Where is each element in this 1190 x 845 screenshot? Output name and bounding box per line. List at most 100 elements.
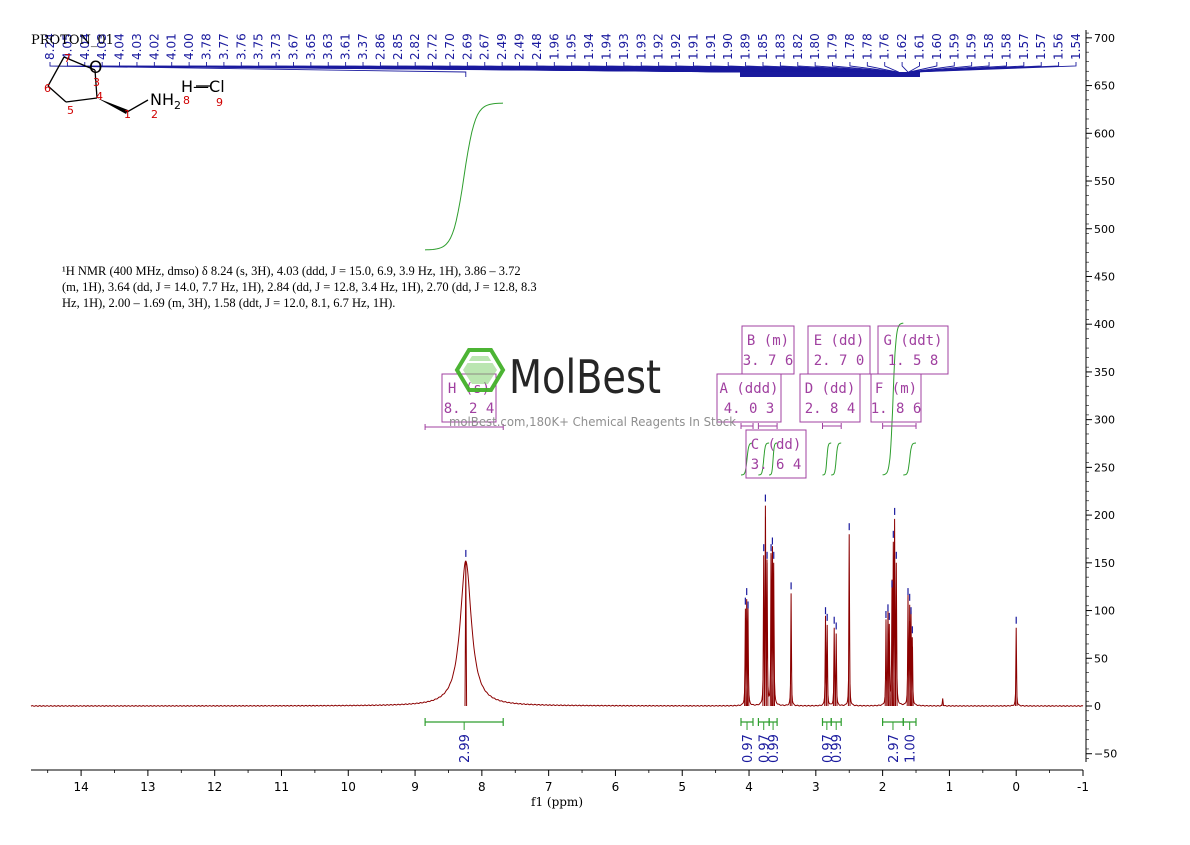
peak-label: 3.37 (356, 33, 370, 60)
peak-label: 1.92 (652, 33, 666, 60)
x-tick-label: 11 (274, 780, 289, 794)
y-tick-label: 250 (1094, 461, 1115, 474)
integral-curve-5 (831, 442, 842, 476)
peak-label: 1.59 (965, 33, 979, 60)
watermark: MolBest molBest.com,180K+ Chemical Reage… (449, 348, 736, 429)
multiplet-label: D (dd) (805, 381, 856, 397)
multiplet-label: A (ddd) (719, 381, 778, 397)
multiplet-label: C (dd) (751, 437, 802, 453)
peak-label: 3.75 (252, 33, 266, 60)
integral-value: 2.97 (887, 734, 902, 763)
integral-markers: 2.99 0.97 0.970.99 0.970.99 2.97 1.00 (424, 718, 919, 763)
amine-group: NH (150, 90, 174, 109)
integral-curve-3 (769, 442, 778, 476)
multiplet-bracket-2 (757, 423, 778, 429)
x-tick-label: 2 (879, 780, 887, 794)
integral-curve-2 (758, 442, 770, 476)
atom-label-7: 7 (64, 52, 71, 65)
peak-label: 1.61 (912, 33, 926, 60)
x-tick-label: -1 (1077, 780, 1089, 794)
peak-label: 4.02 (147, 33, 161, 60)
peak-label: 2.67 (478, 33, 492, 60)
multiplet-shift: 3. 6 4 (751, 457, 802, 473)
y-tick-label: 0 (1094, 700, 1101, 713)
x-axis-label: f1 (ppm) (531, 795, 583, 809)
multiplet-label: G (ddt) (883, 333, 942, 349)
integral-curve-6 (882, 322, 904, 476)
integral-curve-4 (822, 442, 832, 476)
peak-label: 1.80 (808, 33, 822, 60)
x-tick-label: 0 (1012, 780, 1020, 794)
peak-label: 1.85 (756, 33, 770, 60)
peak-label: 2.48 (530, 33, 544, 60)
peak-label: 3.65 (304, 33, 318, 60)
integral-6: 2.97 (882, 718, 904, 763)
peak-label: 3.73 (269, 33, 283, 60)
multiplet-bracket-0 (424, 424, 504, 430)
y-tick-label: 350 (1094, 366, 1115, 379)
peak-label: 2.82 (408, 33, 422, 60)
atom-label-5: 5 (67, 104, 74, 117)
x-axis: 14 13 12 11 10 9 8 7 6 5 4 3 2 1 0 -1f1 (ppm) (47, 770, 1089, 809)
peak-label: 4.04 (113, 33, 127, 60)
watermark-brand: MolBest (509, 350, 661, 404)
multiplet-shift: 2. 8 4 (805, 401, 856, 417)
multiplet-bracket-4 (882, 423, 917, 429)
atom-label-4: 4 (96, 90, 103, 103)
x-tick-label: 6 (612, 780, 620, 794)
peak-markers (465, 494, 1017, 634)
y-tick-label: −50 (1094, 748, 1117, 761)
atom-label-3: 3 (93, 76, 100, 89)
y-tick-label: 100 (1094, 605, 1115, 618)
peak-label: 2.49 (513, 33, 527, 60)
multiplet-label: E (dd) (814, 333, 865, 349)
multiplet-d: D (dd) 2. 8 4 (799, 373, 861, 423)
peak-label: 1.91 (704, 33, 718, 60)
integral-value: 2.99 (458, 734, 473, 763)
nmr-description: ¹H NMR (400 MHz, dmso) δ 8.24 (s, 3H), 4… (62, 263, 622, 311)
integral-value: 0.97 (741, 734, 756, 763)
peak-label: 1.83 (773, 33, 787, 60)
multiplet-box (745, 429, 807, 479)
peak-label: 1.60 (930, 33, 944, 60)
peak-label: 1.92 (669, 33, 683, 60)
multiplet-e: E (dd) 2. 7 0 (807, 325, 871, 375)
nmr-description-line-2: (m, 1H), 3.64 (dd, J = 14.0, 7.7 Hz, 1H)… (62, 280, 537, 294)
multiplet-g: G (ddt) 1. 5 8 (877, 325, 949, 375)
peak-label: 1.93 (617, 33, 631, 60)
multiplet-shift: 1. 8 6 (871, 401, 922, 417)
x-tick-label: 1 (946, 780, 954, 794)
integral-7: 1.00 (902, 718, 919, 763)
peak-label: 2.69 (460, 33, 474, 60)
integral-5: 0.99 (830, 718, 845, 763)
peak-label: 1.96 (547, 33, 561, 60)
x-tick-label: 14 (73, 780, 88, 794)
multiplet-shift: 3. 7 6 (743, 353, 794, 369)
peak-label: 4.01 (165, 33, 179, 60)
x-tick-label: 5 (678, 780, 686, 794)
peak-label: 1.89 (739, 33, 753, 60)
x-tick-label: 3 (812, 780, 820, 794)
peak-label: 1.58 (982, 33, 996, 60)
peak-label: 3.63 (321, 33, 335, 60)
peak-label: 1.90 (721, 33, 735, 60)
peak-label: 1.57 (1017, 33, 1031, 60)
atom-label-6: 6 (44, 82, 51, 95)
y-tick-label: 400 (1094, 318, 1115, 331)
integral-3: 0.99 (767, 718, 782, 763)
peak-label: 3.77 (217, 33, 231, 60)
integral-value: 0.99 (767, 734, 782, 763)
multiplet-bracket-3 (822, 423, 842, 429)
x-tick-label: 12 (207, 780, 222, 794)
peak-label: 4.05 (60, 33, 74, 60)
atom-label-9: 9 (216, 96, 223, 109)
multiplet-shift: 8. 2 4 (444, 401, 495, 417)
nmr-description-line-3: Hz, 1H), 2.00 – 1.69 (m, 3H), 1.58 (ddt,… (62, 296, 396, 310)
multiplet-shift: 1. 5 8 (888, 353, 939, 369)
integral-value: 0.97 (758, 734, 773, 763)
atom-hcl: H—Cl (181, 77, 225, 96)
peak-label: 1.79 (826, 33, 840, 60)
peak-label: 4.03 (130, 33, 144, 60)
chemical-structure: O NH2 H—Cl 6 7 3 4 5 1 2 8 9 (44, 52, 225, 121)
